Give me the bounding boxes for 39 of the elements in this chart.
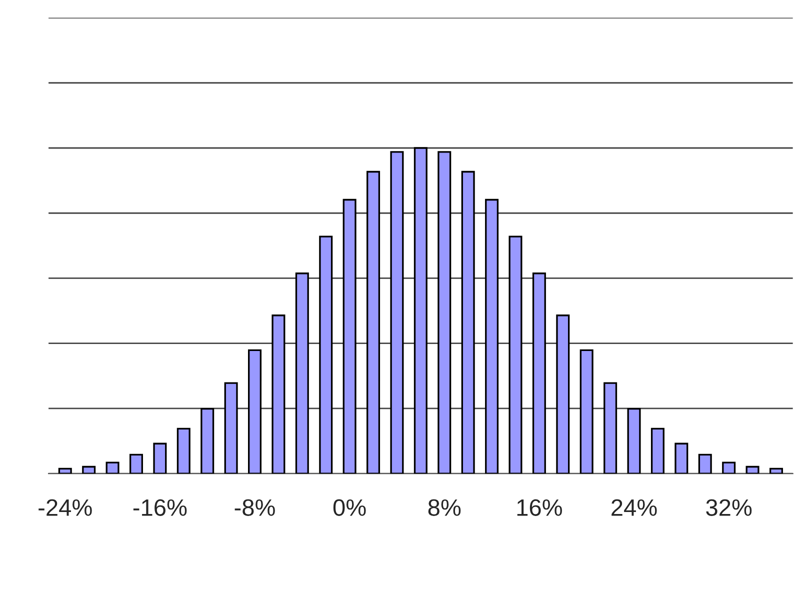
bar	[272, 314, 286, 474]
bar	[627, 408, 641, 474]
bar	[82, 466, 96, 474]
bar	[153, 442, 167, 474]
bar	[319, 236, 333, 474]
bar	[200, 408, 214, 474]
bar	[604, 382, 618, 474]
bar	[722, 462, 736, 474]
bar	[248, 349, 262, 474]
x-tick-label: 0%	[333, 499, 366, 516]
bar	[129, 454, 144, 474]
bar	[485, 198, 499, 474]
x-tick-label: 16%	[517, 499, 562, 516]
bar	[414, 147, 428, 474]
bar	[461, 170, 475, 474]
x-tick-label: -16%	[133, 499, 187, 516]
x-tick-label: 24%	[612, 499, 657, 516]
bar	[532, 272, 546, 474]
bar	[342, 198, 356, 474]
bar	[176, 428, 190, 474]
bar	[438, 151, 452, 474]
x-tick-label: 8%	[428, 499, 461, 516]
bar	[580, 349, 594, 474]
bar	[650, 428, 664, 474]
bar	[508, 236, 522, 474]
bar	[746, 466, 760, 474]
bar	[366, 170, 380, 474]
bar	[674, 442, 688, 474]
bar	[58, 468, 72, 474]
x-tick-label: -8%	[234, 499, 275, 516]
x-tick-label: 32%	[706, 499, 752, 516]
bar	[106, 462, 120, 474]
bar	[390, 151, 404, 474]
bar	[698, 454, 712, 474]
bar	[769, 468, 783, 474]
bar	[295, 272, 309, 474]
bar	[556, 314, 570, 474]
x-tick-label: -24%	[38, 499, 92, 516]
bar	[224, 382, 238, 474]
